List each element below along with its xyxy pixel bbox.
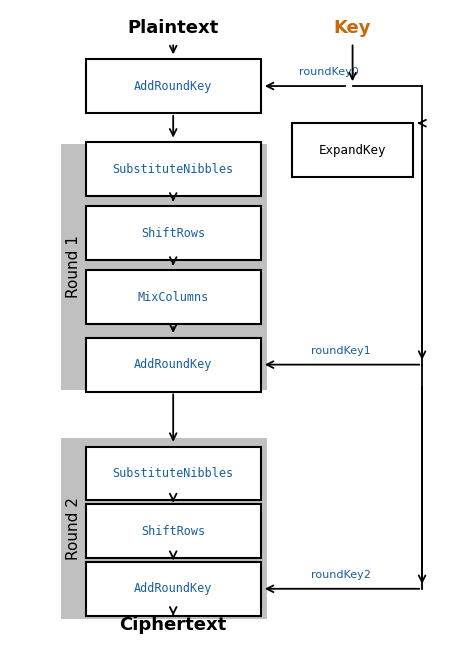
Text: AddRoundKey: AddRoundKey	[134, 582, 212, 595]
FancyBboxPatch shape	[86, 142, 261, 196]
FancyBboxPatch shape	[61, 438, 267, 619]
FancyBboxPatch shape	[292, 123, 413, 177]
Text: ShiftRows: ShiftRows	[141, 525, 205, 537]
Text: Plaintext: Plaintext	[128, 19, 219, 37]
Text: Key: Key	[334, 19, 371, 37]
FancyBboxPatch shape	[86, 446, 261, 501]
Text: MixColumns: MixColumns	[138, 291, 209, 304]
Text: SubstituteNibbles: SubstituteNibbles	[113, 467, 234, 480]
Text: roundKey2: roundKey2	[311, 570, 371, 579]
Text: roundKey0: roundKey0	[299, 67, 359, 77]
FancyBboxPatch shape	[86, 338, 261, 391]
FancyBboxPatch shape	[86, 505, 261, 558]
Text: Ciphertext: Ciphertext	[119, 616, 227, 634]
FancyBboxPatch shape	[86, 207, 261, 260]
Text: Round 2: Round 2	[66, 497, 81, 560]
Text: roundKey1: roundKey1	[311, 346, 371, 355]
FancyBboxPatch shape	[86, 562, 261, 616]
Text: AddRoundKey: AddRoundKey	[134, 358, 212, 371]
Text: AddRoundKey: AddRoundKey	[134, 79, 212, 92]
Text: Round 1: Round 1	[66, 236, 81, 298]
Text: ShiftRows: ShiftRows	[141, 227, 205, 240]
Text: SubstituteNibbles: SubstituteNibbles	[113, 163, 234, 176]
FancyBboxPatch shape	[86, 59, 261, 113]
Text: ExpandKey: ExpandKey	[319, 143, 386, 156]
FancyBboxPatch shape	[61, 143, 267, 390]
FancyBboxPatch shape	[86, 271, 261, 324]
